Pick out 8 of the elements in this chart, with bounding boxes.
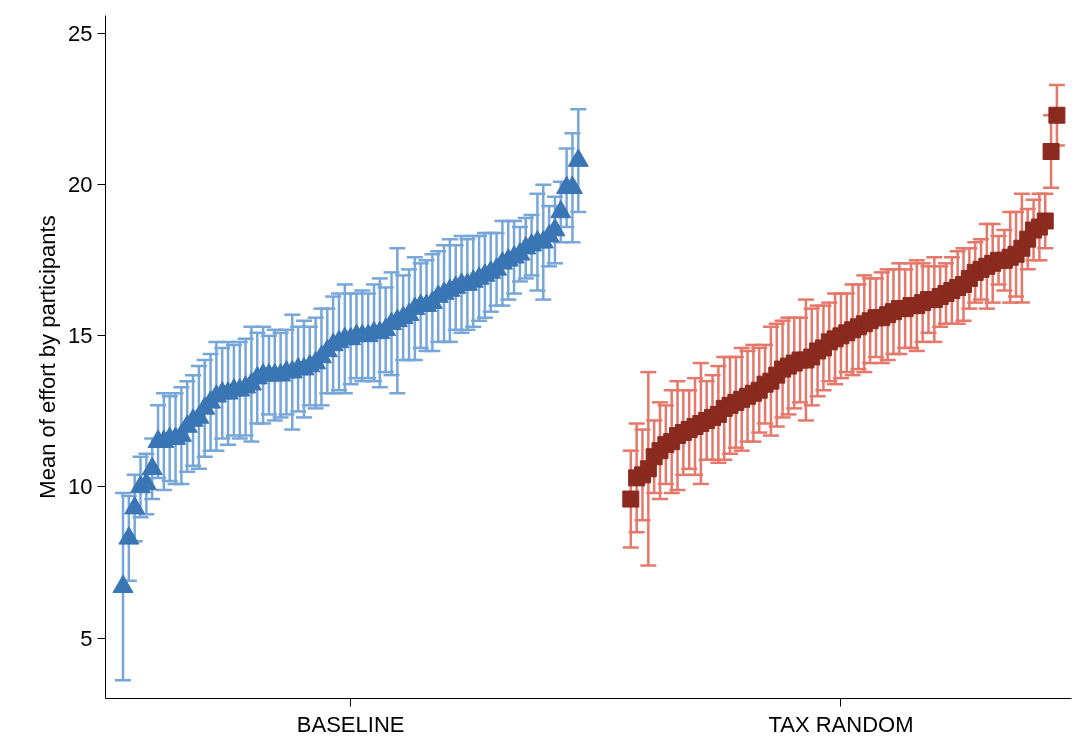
y-tick-label: 20 bbox=[68, 172, 93, 198]
y-tick-label: 10 bbox=[68, 474, 93, 500]
y-tick-label: 15 bbox=[68, 323, 93, 349]
y-tick-label: 5 bbox=[80, 625, 93, 651]
y-tick-label: 25 bbox=[68, 21, 93, 47]
x-tick-label: BASELINE bbox=[296, 711, 405, 737]
y-axis-title: Mean of effort by participants bbox=[35, 215, 61, 499]
x-tick-label: TAX RANDOM bbox=[768, 711, 914, 737]
